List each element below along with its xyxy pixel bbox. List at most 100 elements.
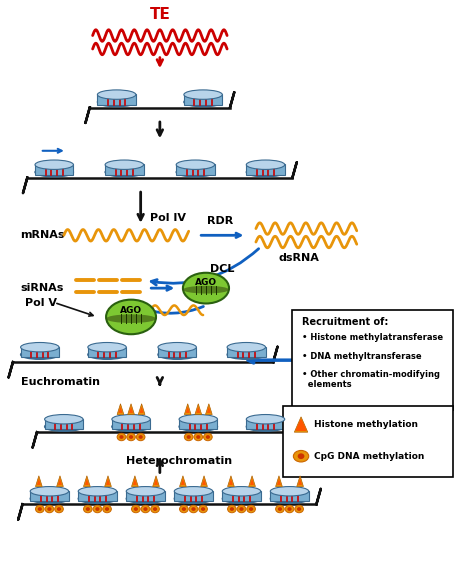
Polygon shape [294,417,308,432]
Polygon shape [37,479,41,485]
Polygon shape [202,479,206,485]
Ellipse shape [275,506,284,513]
Ellipse shape [117,434,126,441]
Ellipse shape [179,422,218,431]
Ellipse shape [201,507,205,511]
Ellipse shape [30,486,69,496]
Bar [45,418,83,430]
Polygon shape [128,404,135,414]
Ellipse shape [297,507,301,511]
Text: siRNAs: siRNAs [20,283,64,293]
Bar [246,418,285,430]
Ellipse shape [246,167,285,177]
Ellipse shape [183,272,229,303]
Ellipse shape [138,435,143,439]
Polygon shape [181,479,185,485]
Polygon shape [228,476,234,486]
Polygon shape [133,479,137,485]
Ellipse shape [287,507,292,511]
Ellipse shape [93,506,102,513]
Ellipse shape [143,507,147,511]
Bar [270,490,309,501]
Bar [112,418,150,430]
Polygon shape [36,476,42,486]
Bar [227,346,265,358]
Polygon shape [275,476,283,486]
Polygon shape [56,476,64,486]
Ellipse shape [126,494,164,503]
Bar [158,346,196,358]
Ellipse shape [174,494,213,503]
Polygon shape [131,476,138,486]
Text: Pol IV: Pol IV [150,213,186,223]
Ellipse shape [196,435,201,439]
Ellipse shape [246,414,285,424]
Ellipse shape [45,506,54,513]
Ellipse shape [35,160,73,169]
Ellipse shape [246,422,285,431]
Ellipse shape [112,422,150,431]
Ellipse shape [270,486,309,496]
Ellipse shape [38,507,42,511]
Polygon shape [297,476,303,486]
Ellipse shape [199,506,208,513]
Polygon shape [118,406,122,413]
Ellipse shape [126,486,164,496]
Polygon shape [58,479,62,485]
Ellipse shape [78,494,117,503]
Bar [88,346,126,358]
Bar [174,490,213,501]
Ellipse shape [184,90,222,99]
Text: RDR: RDR [207,216,234,226]
Ellipse shape [189,506,198,513]
Ellipse shape [228,506,236,513]
Bar [222,490,261,501]
Polygon shape [129,406,133,413]
Polygon shape [296,419,306,430]
Ellipse shape [83,506,92,513]
Ellipse shape [106,300,156,334]
Polygon shape [250,479,254,485]
Ellipse shape [151,506,159,513]
Ellipse shape [230,507,234,511]
Polygon shape [196,406,201,413]
Text: DCL: DCL [210,264,235,274]
Ellipse shape [285,506,294,513]
Ellipse shape [176,167,215,177]
Polygon shape [298,479,302,485]
Polygon shape [229,479,233,485]
Ellipse shape [35,167,73,177]
Text: Heterochromatin: Heterochromatin [126,456,232,466]
Polygon shape [153,476,159,486]
Ellipse shape [174,486,213,496]
Ellipse shape [55,506,64,513]
Polygon shape [83,476,90,486]
Ellipse shape [298,453,304,459]
Ellipse shape [105,507,109,511]
Polygon shape [117,404,124,414]
Polygon shape [277,479,281,485]
Ellipse shape [137,434,145,441]
Ellipse shape [293,450,309,462]
Ellipse shape [98,90,136,99]
Ellipse shape [278,507,282,511]
Bar [105,164,144,175]
Bar [78,490,117,501]
Ellipse shape [47,507,52,511]
Bar [98,94,136,105]
Ellipse shape [119,435,124,439]
Ellipse shape [206,435,210,439]
Text: AGO: AGO [195,278,217,287]
FancyBboxPatch shape [292,310,453,410]
Bar [35,164,73,175]
Bar [20,346,59,358]
Text: AGO: AGO [120,306,142,315]
Text: mRNAs: mRNAs [20,230,65,240]
Ellipse shape [222,494,261,503]
Ellipse shape [98,97,136,107]
Text: Euchromatin: Euchromatin [20,377,100,387]
Ellipse shape [106,314,156,323]
Ellipse shape [237,506,246,513]
Ellipse shape [127,434,136,441]
Ellipse shape [45,422,83,431]
